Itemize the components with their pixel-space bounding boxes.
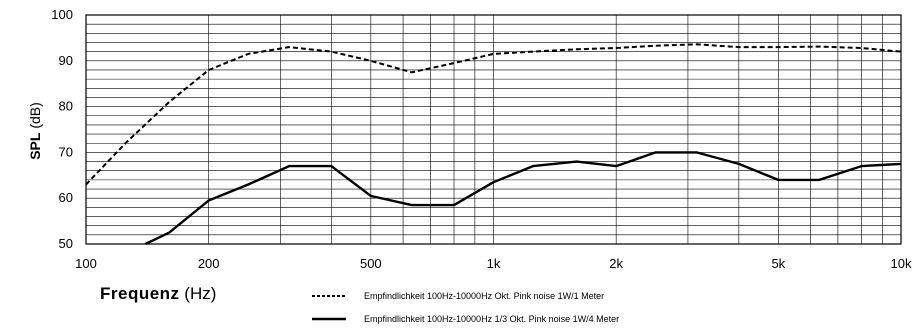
x-tick-label: 200: [198, 256, 220, 271]
y-axis-label: SPL (dB): [27, 102, 43, 160]
legend-swatch-solid: [312, 314, 348, 324]
plot-border: [85, 14, 902, 245]
x-tick-label: 1k: [487, 256, 501, 271]
y-axis-label-unit-text: (dB): [27, 102, 43, 128]
x-tick-label: 2k: [609, 256, 623, 271]
plot-frame: [85, 14, 902, 245]
y-tick-labels: 50 60 70 80 90 100: [51, 7, 73, 251]
legend-entry-dashed: Empfindlichkeit 100Hz-10000Hz Okt. Pink …: [312, 284, 619, 307]
legend-label-dashed: Empfindlichkeit 100Hz-10000Hz Okt. Pink …: [364, 290, 605, 301]
y-tick-label: 80: [59, 99, 73, 114]
series-line-solid: [144, 151, 902, 246]
y-tick-label: 70: [59, 144, 73, 159]
grid-lines: [86, 15, 901, 244]
y-tick-label: 60: [59, 190, 73, 205]
x-tick-label: 10k: [891, 256, 912, 271]
legend-swatch-dashed: [312, 291, 348, 301]
legend: Empfindlichkeit 100Hz-10000Hz Okt. Pink …: [312, 284, 619, 330]
y-tick-label: 100: [51, 7, 73, 22]
x-tick-labels: 100 200 500 1k 2k 5k 10k: [75, 256, 912, 271]
x-tick-label: 100: [75, 256, 97, 271]
x-axis-label-unit: (Hz): [184, 284, 217, 303]
x-tick-label: 500: [360, 256, 382, 271]
x-axis-label: Frequenz (Hz): [100, 284, 216, 304]
frequency-response-chart: 100 200 500 1k 2k 5k 10k 50 60 70 80 90 100 SPL (dB…: [27, 7, 912, 271]
series-layer: [85, 43, 902, 246]
x-tick-label: 5k: [771, 256, 785, 271]
y-axis-label-main: SPL: [27, 132, 43, 160]
y-tick-label: 90: [59, 53, 73, 68]
legend-label-solid: Empfindlichkeit 100Hz-10000Hz 1/3 Okt. P…: [364, 313, 620, 324]
legend-entry-solid: Empfindlichkeit 100Hz-10000Hz 1/3 Okt. P…: [312, 307, 619, 330]
x-axis-label-main: Frequenz: [100, 284, 180, 303]
y-tick-label: 50: [59, 236, 73, 251]
